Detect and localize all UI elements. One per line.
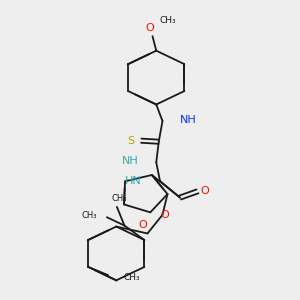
- Text: O: O: [201, 186, 209, 197]
- Text: CH₃: CH₃: [160, 16, 177, 25]
- Text: NH: NH: [180, 115, 197, 125]
- Text: CH₃: CH₃: [123, 273, 140, 282]
- Text: S: S: [128, 136, 135, 146]
- Text: CH₃: CH₃: [112, 194, 127, 203]
- Text: NH: NH: [122, 156, 139, 167]
- Text: HN: HN: [124, 176, 141, 186]
- Text: O: O: [138, 220, 147, 230]
- Text: O: O: [160, 210, 169, 220]
- Text: O: O: [146, 23, 154, 33]
- Text: CH₃: CH₃: [81, 211, 97, 220]
